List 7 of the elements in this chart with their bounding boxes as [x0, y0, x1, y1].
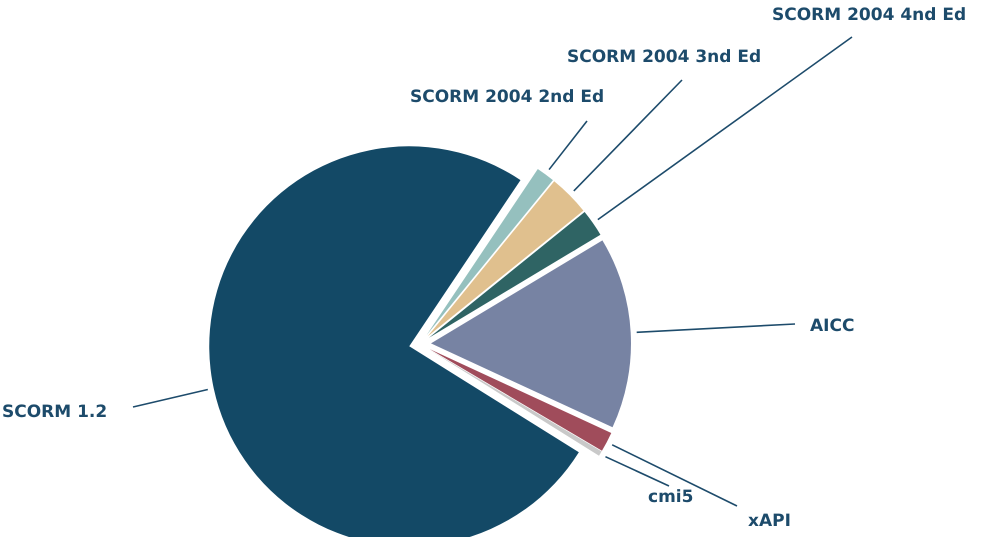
- slice-label: SCORM 2004 3nd Ed: [567, 47, 762, 67]
- slice-label: SCORM 1.2: [2, 402, 108, 422]
- slice-label: xAPI: [748, 511, 791, 531]
- slice-label: SCORM 2004 4nd Ed: [772, 5, 966, 25]
- slice-label: cmi5: [648, 487, 694, 507]
- slice-label: SCORM 2004 2nd Ed: [410, 87, 604, 107]
- slice-label: AICC: [810, 316, 854, 336]
